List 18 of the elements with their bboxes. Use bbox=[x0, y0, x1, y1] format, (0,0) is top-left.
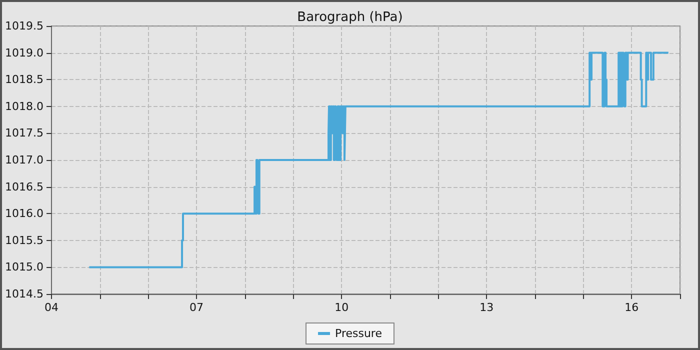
y-tick-label: 1018.5 bbox=[4, 73, 44, 86]
y-tick-label: 1019.0 bbox=[4, 46, 44, 60]
y-tick-label: 1018.0 bbox=[4, 100, 44, 113]
x-tick-label: 07 bbox=[190, 301, 204, 314]
y-tick-label: 1017.0 bbox=[4, 154, 44, 166]
legend-label: Pressure bbox=[335, 327, 382, 340]
y-tick-label: 1016.0 bbox=[4, 207, 44, 220]
y-tick-label: 1015.0 bbox=[4, 260, 44, 274]
x-tick-label: 13 bbox=[480, 301, 494, 314]
y-tick-label: 1019.5 bbox=[4, 20, 44, 32]
x-tick-label: 10 bbox=[334, 301, 349, 314]
y-tick-label: 1015.5 bbox=[4, 234, 44, 247]
y-tick-label: 1014.5 bbox=[4, 288, 44, 300]
y-tick-label: 1017.5 bbox=[4, 126, 44, 140]
chart-title: Barograph (hPa) bbox=[297, 10, 403, 25]
x-tick-label: 16 bbox=[624, 301, 639, 314]
y-tick-label: 1016.5 bbox=[4, 180, 44, 194]
x-tick-label: 04 bbox=[44, 301, 58, 314]
